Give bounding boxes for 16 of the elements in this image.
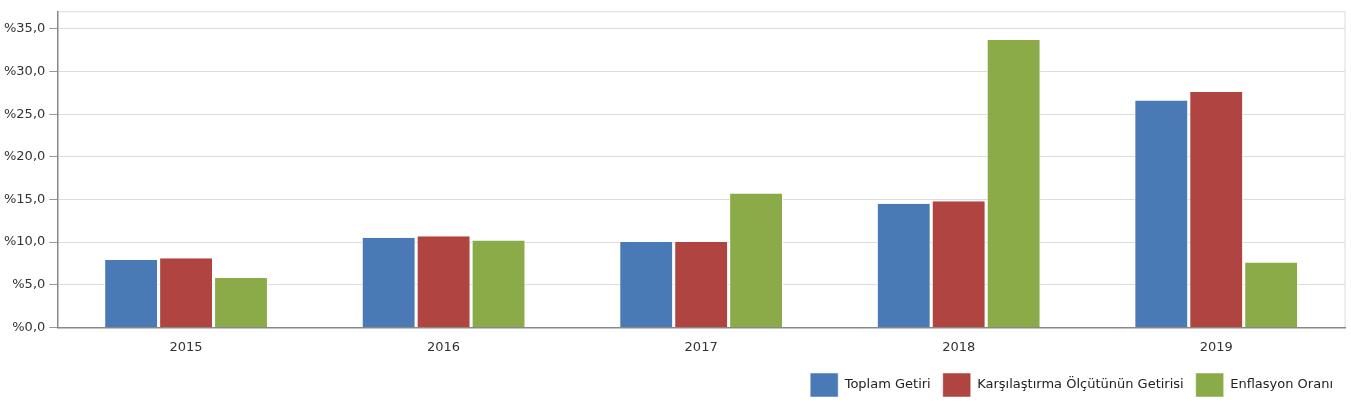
- x-tick-label: 2016: [427, 338, 461, 354]
- y-tick-label: %5,0: [12, 276, 46, 292]
- y-tick-label: %20,0: [3, 148, 46, 164]
- legend-label: Toplam Getiri: [843, 376, 931, 392]
- x-tick-label: 2018: [942, 338, 976, 354]
- x-tick-label: 2015: [169, 338, 203, 354]
- y-tick-label: %0,0: [12, 318, 46, 334]
- y-tick-label: %30,0: [3, 62, 46, 78]
- y-tick-label: %35,0: [3, 20, 46, 36]
- x-tick-label: 2019: [1199, 338, 1233, 354]
- y-tick-label: %10,0: [3, 233, 46, 249]
- y-tick-label: %15,0: [3, 190, 46, 206]
- y-tick-label: %25,0: [3, 105, 46, 121]
- legend-label: Enflasyon Oranı: [1230, 376, 1333, 392]
- legend-label: Karşılaştırma Ölçütünün Getirisi: [977, 375, 1184, 392]
- x-tick-label: 2017: [684, 338, 718, 354]
